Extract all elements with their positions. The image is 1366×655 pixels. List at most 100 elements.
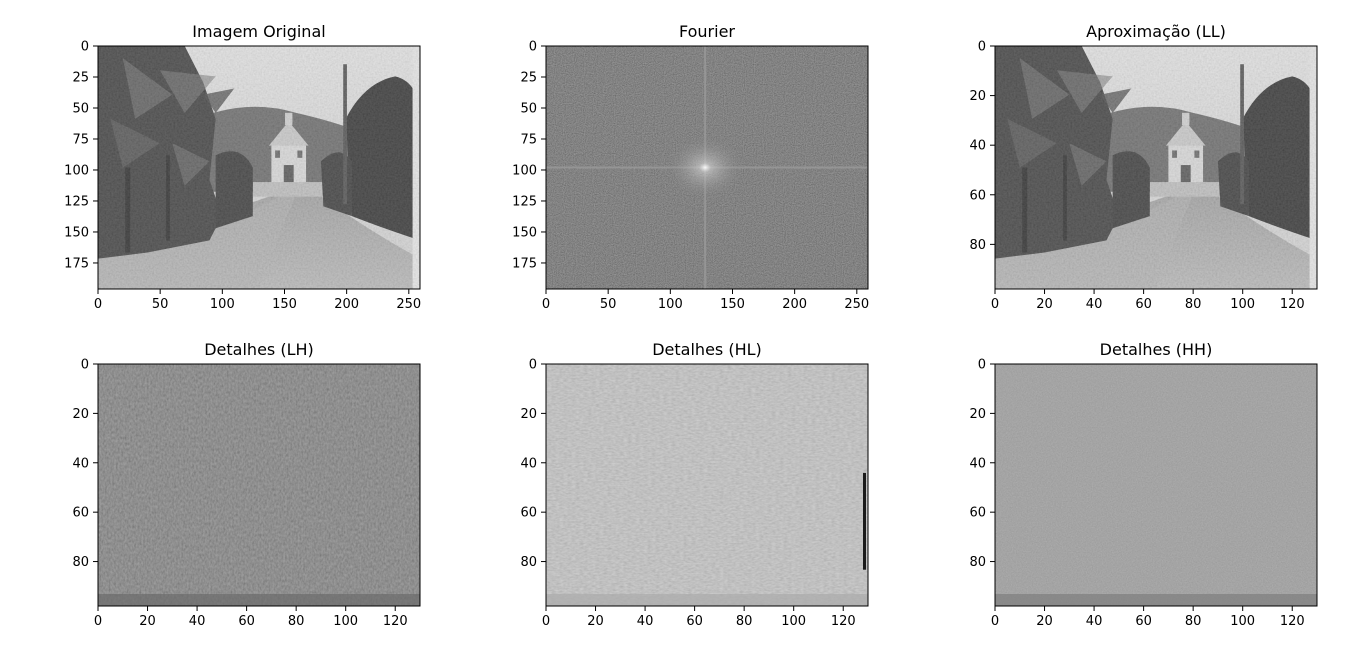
y-tick-label: 60 [969, 506, 986, 521]
y-tick-label: 40 [969, 139, 986, 154]
y-tick-label: 0 [529, 40, 537, 55]
x-tick-label: 80 [1185, 614, 1202, 629]
x-tick-label: 50 [152, 297, 169, 312]
detalhes-hh-panel: Detalhes (HH) 0 20 40 60 80 100 120 0 20 40 60 80 [969, 340, 1318, 629]
y-tick-label: 80 [969, 555, 986, 570]
detalhes-hl-image [546, 364, 868, 606]
x-tick-label: 200 [782, 297, 807, 312]
x-tick-label: 40 [189, 614, 206, 629]
x-tick-label: 0 [542, 297, 550, 312]
x-tick-label: 80 [1185, 297, 1202, 312]
y-tick-label: 150 [512, 225, 537, 240]
x-tick-label: 20 [1036, 614, 1053, 629]
detalhes-lh-panel: Detalhes (LH) 0 20 40 60 80 100 120 0 20 40 60 80 [72, 340, 421, 629]
y-tick-label: 150 [64, 225, 89, 240]
y-tick-label: 75 [72, 132, 89, 147]
x-tick-label: 40 [637, 614, 654, 629]
fourier-frame [545, 45, 869, 290]
x-tick-label: 80 [288, 614, 305, 629]
y-tick-label: 20 [520, 407, 537, 422]
detalhes-lh-title: Detalhes (LH) [204, 340, 314, 359]
imagem-original-title: Imagem Original [192, 22, 325, 41]
x-tick-label: 50 [600, 297, 617, 312]
y-tick-label: 80 [520, 555, 537, 570]
y-tick-label: 125 [64, 194, 89, 209]
y-tick-label: 40 [72, 456, 89, 471]
y-tick-label: 0 [81, 40, 89, 55]
x-tick-label: 60 [1135, 297, 1152, 312]
y-tick-label: 80 [969, 238, 986, 253]
fourier-image [546, 46, 868, 289]
x-tick-label: 100 [1230, 297, 1255, 312]
aproximacao-ll-panel: Aproximação (LL) 0 20 40 60 80 100 120 0 20 40 60 80 [969, 22, 1318, 312]
aproximacao-ll-title: Aproximação (LL) [1086, 22, 1226, 41]
x-tick-label: 20 [1036, 297, 1053, 312]
y-tick-label: 0 [529, 358, 537, 373]
y-tick-label: 40 [520, 456, 537, 471]
x-tick-label: 150 [720, 297, 745, 312]
x-tick-label: 100 [781, 614, 806, 629]
y-tick-label: 100 [64, 163, 89, 178]
x-tick-label: 250 [844, 297, 869, 312]
x-tick-label: 0 [94, 297, 102, 312]
detalhes-hl-frame [545, 363, 869, 607]
y-tick-label: 80 [72, 555, 89, 570]
x-tick-label: 60 [686, 614, 703, 629]
detalhes-lh-frame [97, 363, 421, 607]
y-tick-label: 100 [512, 163, 537, 178]
aproximacao-ll-image [995, 46, 1317, 289]
detalhes-hh-frame [994, 363, 1318, 607]
y-tick-label: 60 [72, 506, 89, 521]
x-tick-label: 120 [1280, 614, 1305, 629]
x-tick-label: 40 [1086, 614, 1103, 629]
y-tick-label: 60 [969, 188, 986, 203]
y-tick-label: 175 [512, 256, 537, 271]
y-tick-label: 40 [969, 456, 986, 471]
x-tick-label: 0 [94, 614, 102, 629]
x-tick-label: 100 [210, 297, 235, 312]
x-tick-label: 120 [831, 614, 856, 629]
x-tick-label: 200 [334, 297, 359, 312]
y-tick-label: 50 [520, 101, 537, 116]
x-tick-label: 250 [396, 297, 421, 312]
y-tick-label: 50 [72, 101, 89, 116]
y-tick-label: 20 [72, 407, 89, 422]
y-tick-label: 0 [978, 358, 986, 373]
x-tick-label: 100 [333, 614, 358, 629]
imagem-original-image [98, 46, 420, 289]
x-tick-label: 60 [1135, 614, 1152, 629]
y-tick-label: 0 [81, 358, 89, 373]
x-tick-label: 120 [1280, 297, 1305, 312]
detalhes-lh-image [98, 364, 420, 606]
y-tick-label: 0 [978, 40, 986, 55]
y-tick-label: 75 [520, 132, 537, 147]
x-tick-label: 40 [1086, 297, 1103, 312]
x-tick-label: 0 [991, 297, 999, 312]
y-tick-label: 20 [969, 407, 986, 422]
x-tick-label: 100 [1230, 614, 1255, 629]
x-tick-label: 100 [658, 297, 683, 312]
x-tick-label: 150 [272, 297, 297, 312]
detalhes-hh-image [995, 364, 1317, 606]
detalhes-hh-title: Detalhes (HH) [1100, 340, 1213, 359]
fourier-title: Fourier [679, 22, 735, 41]
y-tick-label: 25 [520, 70, 537, 85]
imagem-original-panel: Imagem Original 0 50 100 150 200 250 0 25 50 75 100… [64, 22, 421, 312]
y-tick-label: 60 [520, 506, 537, 521]
x-tick-label: 120 [383, 614, 408, 629]
y-tick-label: 175 [64, 256, 89, 271]
x-tick-label: 0 [542, 614, 550, 629]
detalhes-hl-panel: Detalhes (HL) 0 20 40 60 80 100 120 0 20 40 60 80 [520, 340, 869, 629]
imagem-original-frame [97, 45, 421, 290]
y-tick-label: 25 [72, 70, 89, 85]
fourier-panel: Fourier 0 50 100 150 200 250 0 25 50 75 100 125 150 17… [512, 22, 869, 312]
y-tick-label: 125 [512, 194, 537, 209]
y-tick-label: 20 [969, 89, 986, 104]
x-tick-label: 20 [587, 614, 604, 629]
x-tick-label: 60 [238, 614, 255, 629]
x-tick-label: 0 [991, 614, 999, 629]
x-tick-label: 20 [139, 614, 156, 629]
x-tick-label: 80 [736, 614, 753, 629]
aproximacao-ll-frame [994, 45, 1318, 290]
